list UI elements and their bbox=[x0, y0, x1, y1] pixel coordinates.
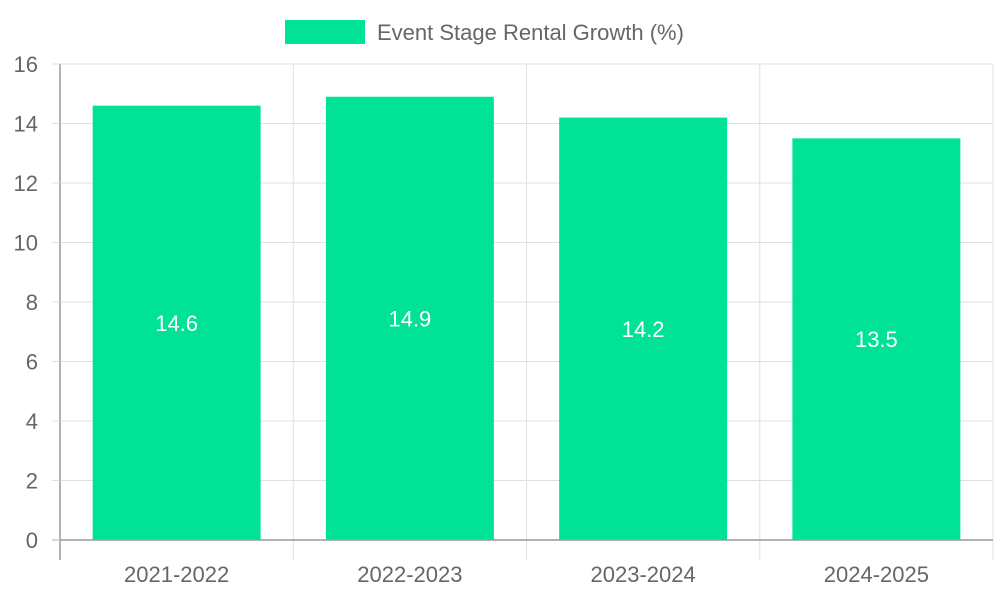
y-tick-label: 6 bbox=[26, 350, 38, 375]
x-axis-ticks: 2021-2022 2022-2023 2023-2024 2024-2025 bbox=[124, 562, 929, 587]
bar-2023-2024[interactable] bbox=[559, 117, 728, 541]
y-tick-label: 8 bbox=[26, 290, 38, 315]
bar-value-label: 14.9 bbox=[388, 306, 431, 331]
y-tick-label: 0 bbox=[26, 528, 38, 553]
legend[interactable]: Event Stage Rental Growth (%) bbox=[285, 20, 684, 45]
y-tick-label: 16 bbox=[14, 52, 38, 77]
legend-swatch bbox=[285, 20, 365, 44]
y-axis-ticks: 0 2 4 6 8 10 12 14 16 bbox=[14, 52, 60, 553]
bar-value-label: 14.6 bbox=[155, 311, 198, 336]
x-tick-label: 2021-2022 bbox=[124, 562, 229, 587]
bar-2021-2022[interactable] bbox=[92, 105, 261, 541]
y-tick-label: 2 bbox=[26, 469, 38, 494]
x-tick-label: 2022-2023 bbox=[357, 562, 462, 587]
x-tick-label: 2023-2024 bbox=[591, 562, 696, 587]
axes bbox=[52, 64, 993, 560]
y-tick-label: 12 bbox=[14, 171, 38, 196]
x-tick-label: 2024-2025 bbox=[824, 562, 929, 587]
bars: 14.6 14.9 14.2 13.5 bbox=[92, 96, 961, 541]
y-tick-label: 4 bbox=[26, 409, 38, 434]
y-tick-label: 14 bbox=[14, 112, 38, 137]
bar-value-label: 14.2 bbox=[622, 317, 665, 342]
bar-2024-2025[interactable] bbox=[792, 138, 961, 540]
bar-2022-2023[interactable] bbox=[325, 96, 494, 540]
legend-label: Event Stage Rental Growth (%) bbox=[377, 20, 684, 45]
y-tick-label: 10 bbox=[14, 231, 38, 256]
bar-value-label: 13.5 bbox=[855, 327, 898, 352]
